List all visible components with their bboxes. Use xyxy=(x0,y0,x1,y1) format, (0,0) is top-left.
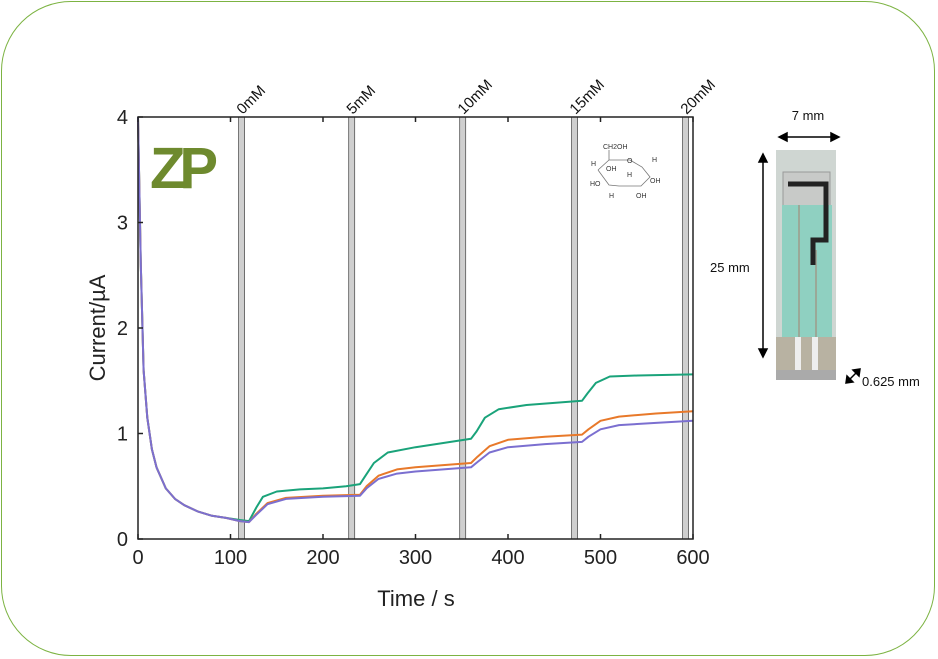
y-tick-label: 1 xyxy=(117,424,128,446)
molecule-label: HO xyxy=(590,181,601,188)
injection-label: 10mM xyxy=(454,76,495,117)
molecule-label: H xyxy=(652,157,657,164)
x-tick-label: 200 xyxy=(306,547,339,569)
molecule-label: OH xyxy=(606,166,617,173)
gap-label: 0.625 mm xyxy=(862,374,920,389)
series-line-3 xyxy=(137,116,694,524)
x-tick-label: 300 xyxy=(399,547,432,569)
injection-marker xyxy=(348,116,356,540)
injection-marker xyxy=(459,116,467,540)
x-tick-label: 400 xyxy=(491,547,524,569)
sensor-photo xyxy=(776,150,836,380)
series-line-1 xyxy=(137,116,694,523)
injection-label: 0mM xyxy=(233,82,269,118)
injection-marker xyxy=(682,116,689,540)
molecule-label: O xyxy=(627,158,633,165)
molecule-label: H xyxy=(591,161,596,168)
x-tick-label: 100 xyxy=(214,547,247,569)
dimension-annotations xyxy=(757,131,861,384)
x-tick-label: 0 xyxy=(132,547,143,569)
molecule-label: OH xyxy=(650,178,661,185)
logo-text: ZP xyxy=(150,136,216,201)
molecule-label: H xyxy=(609,193,614,200)
x-axis-label: Time / s xyxy=(377,586,454,611)
molecule-label: H xyxy=(627,172,632,179)
injection-label: 5mM xyxy=(343,82,379,118)
y-tick-label: 2 xyxy=(117,318,128,340)
injection-label: 20mM xyxy=(677,76,718,117)
molecule-label: CH2OH xyxy=(603,144,628,151)
y-tick-label: 4 xyxy=(117,107,128,129)
width-label: 7 mm xyxy=(792,108,825,123)
y-axis-label: Current/µA xyxy=(85,274,110,381)
x-tick-label: 500 xyxy=(584,547,617,569)
glucose-structure: CH2OH O H H OH H HO OH H OH xyxy=(590,144,661,200)
zp-logo: ZP xyxy=(150,136,222,201)
series-line-2 xyxy=(137,116,694,524)
y-tick-label: 3 xyxy=(117,213,128,235)
y-tick-label: 0 xyxy=(117,529,128,551)
length-label: 25 mm xyxy=(710,260,750,275)
plot-frame xyxy=(137,116,694,540)
molecule-label: OH xyxy=(636,193,647,200)
x-tick-label: 600 xyxy=(676,547,709,569)
injection-label: 15mM xyxy=(566,76,607,117)
injection-marker xyxy=(238,116,246,540)
injection-marker xyxy=(571,116,578,540)
